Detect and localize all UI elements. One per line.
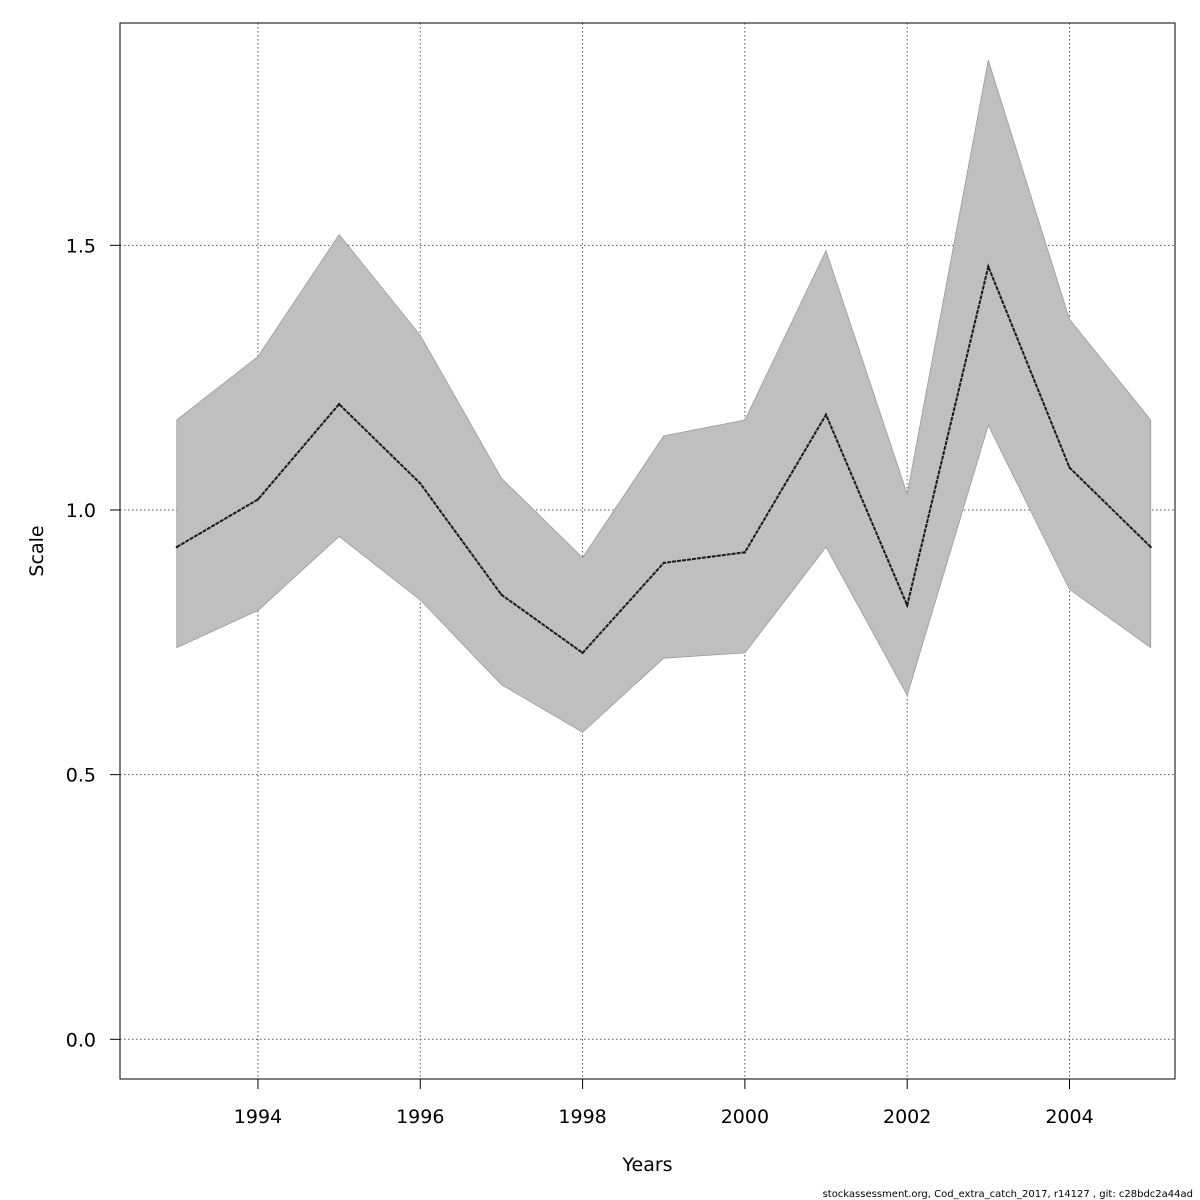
x-tick-label: 2004 bbox=[1045, 1106, 1093, 1128]
x-tick-label: 1996 bbox=[396, 1106, 444, 1128]
y-tick-label: 0.0 bbox=[66, 1029, 96, 1051]
x-tick-label: 2000 bbox=[721, 1106, 769, 1128]
data-point bbox=[1149, 545, 1152, 549]
y-tick-label: 0.5 bbox=[66, 765, 96, 787]
data-point bbox=[662, 561, 665, 565]
plot-frame bbox=[119, 22, 1176, 1080]
y-tick-label: 1.0 bbox=[66, 500, 96, 522]
data-point bbox=[419, 482, 422, 485]
x-tick-label: 1998 bbox=[558, 1106, 606, 1128]
data-point bbox=[1068, 466, 1071, 469]
data-point bbox=[905, 604, 909, 607]
y-axis-title: Scale bbox=[26, 525, 48, 576]
y-tick-label: 1.5 bbox=[66, 235, 96, 257]
data-point bbox=[256, 498, 260, 501]
y-axis: 0.0 0.5 1.0 1.5 bbox=[66, 235, 120, 1051]
x-tick-label: 2002 bbox=[883, 1106, 931, 1128]
confidence-band bbox=[176, 59, 1152, 733]
data-points bbox=[175, 265, 1152, 655]
data-point bbox=[581, 651, 584, 655]
data-point bbox=[337, 402, 341, 406]
data-point bbox=[824, 413, 828, 416]
data-point bbox=[987, 265, 990, 268]
footer-credit: stockassessment.org, Cod_extra_catch_201… bbox=[823, 1189, 1193, 1200]
data-point bbox=[500, 593, 503, 596]
data-point bbox=[175, 545, 179, 549]
x-axis-title: Years bbox=[621, 1154, 672, 1176]
x-axis: 1994 1996 1998 2000 2002 2004 bbox=[234, 1079, 1094, 1128]
x-tick-label: 1994 bbox=[234, 1106, 282, 1128]
data-point bbox=[743, 551, 747, 554]
